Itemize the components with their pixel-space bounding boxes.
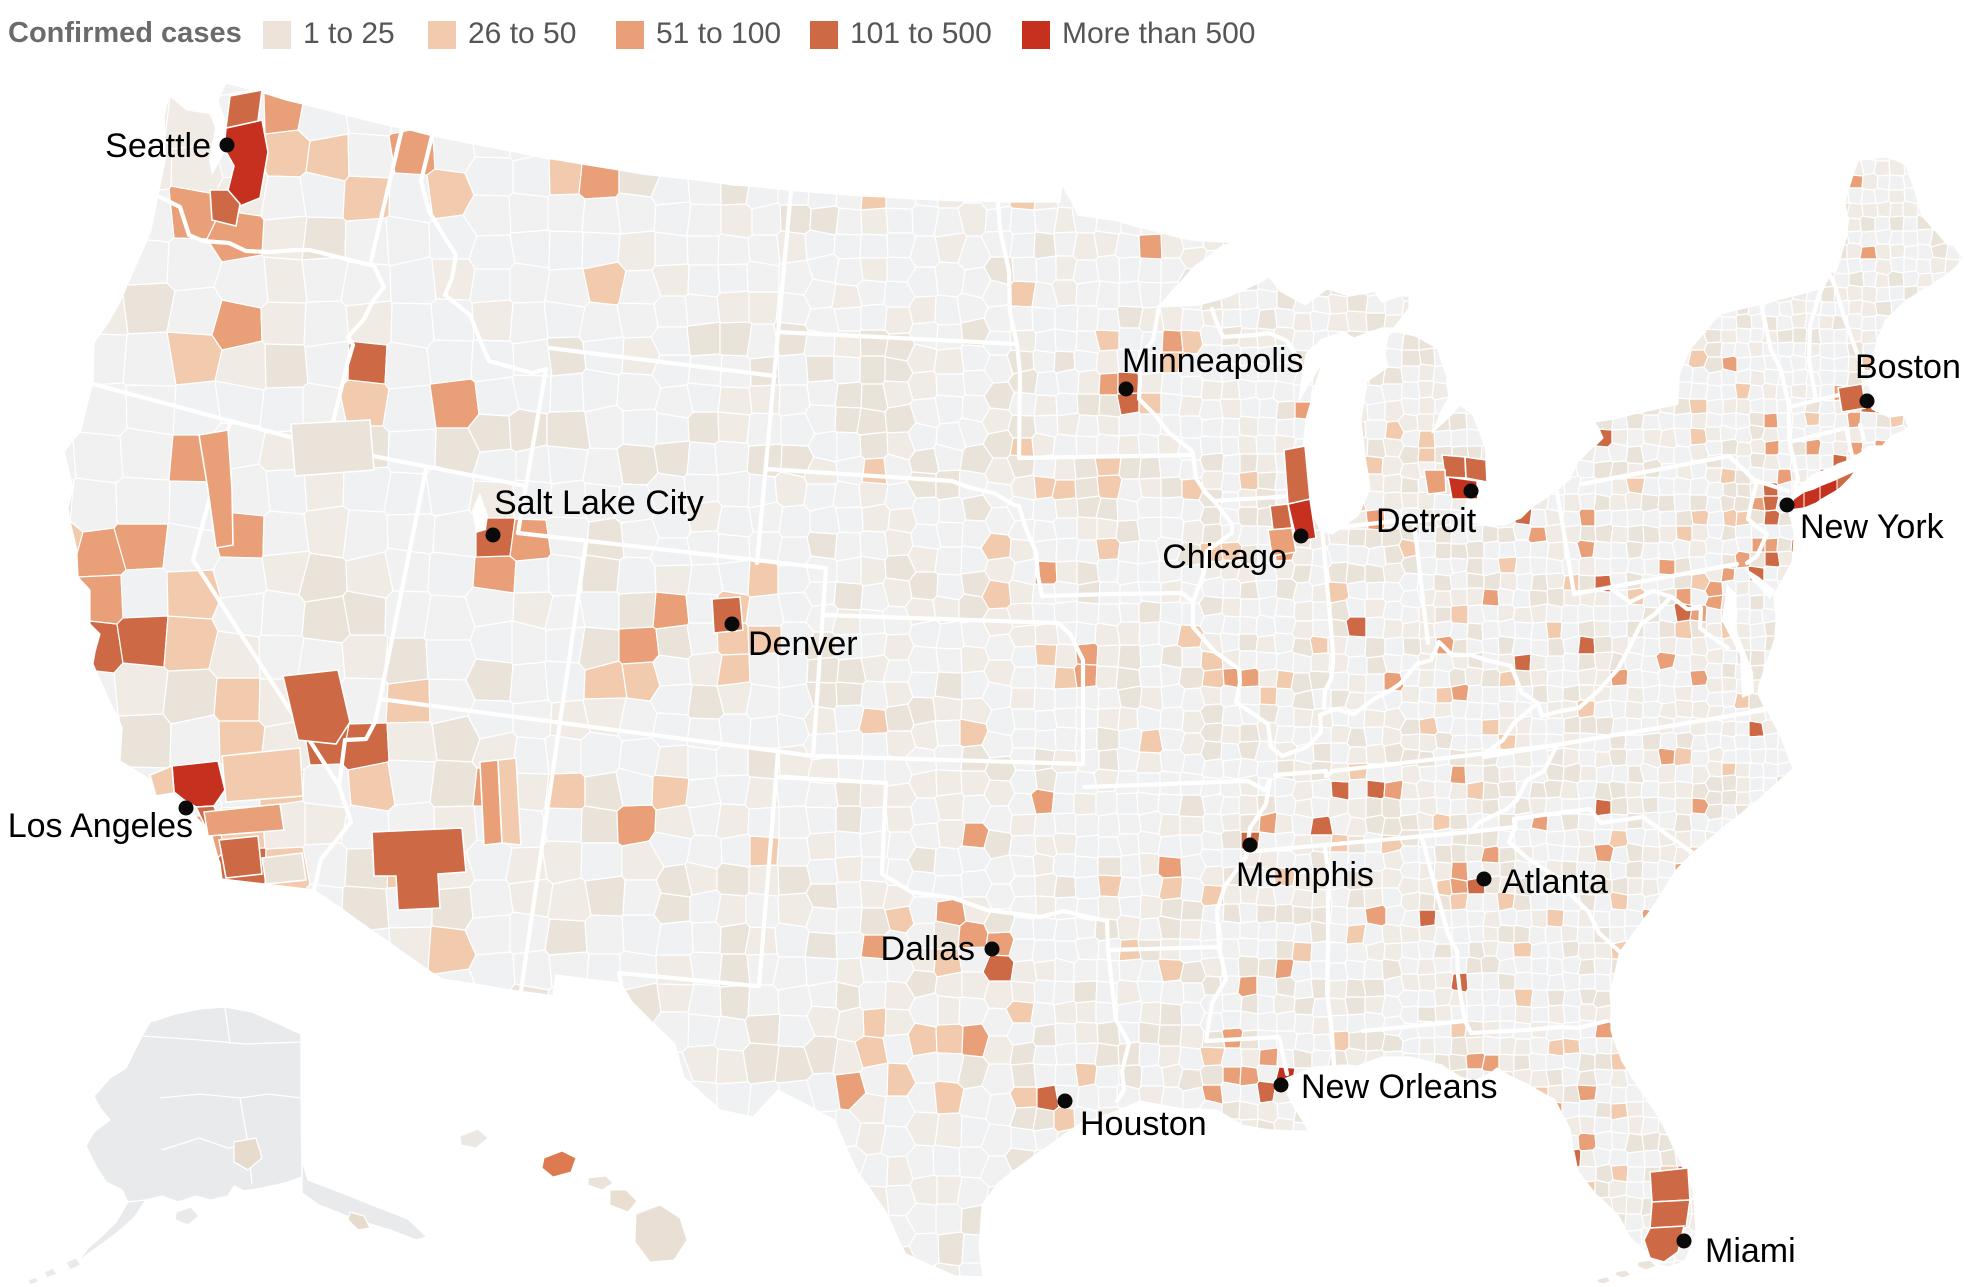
svg-text:Atlanta: Atlanta (1502, 863, 1608, 901)
svg-text:Los Angeles: Los Angeles (8, 807, 193, 845)
svg-text:Miami: Miami (1705, 1232, 1796, 1270)
svg-text:Salt Lake City: Salt Lake City (494, 484, 704, 522)
svg-text:Boston: Boston (1855, 348, 1961, 386)
svg-text:New Orleans: New Orleans (1301, 1068, 1498, 1106)
svg-text:Houston: Houston (1080, 1105, 1207, 1143)
svg-text:Dallas: Dallas (881, 930, 975, 968)
svg-text:Chicago: Chicago (1162, 538, 1287, 576)
svg-text:Denver: Denver (748, 625, 858, 663)
svg-text:New York: New York (1800, 508, 1945, 546)
svg-text:Seattle: Seattle (105, 127, 211, 165)
svg-text:Minneapolis: Minneapolis (1122, 342, 1303, 380)
svg-text:Memphis: Memphis (1236, 856, 1374, 894)
svg-text:Detroit: Detroit (1376, 502, 1477, 540)
